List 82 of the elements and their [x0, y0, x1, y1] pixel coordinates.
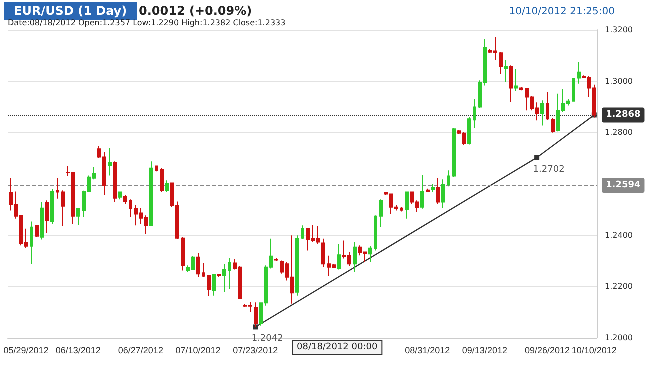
candlestick: [222, 264, 226, 293]
candlestick: [149, 161, 153, 227]
x-tick-label: 09/26/2012: [524, 346, 570, 356]
candlestick: [405, 191, 409, 220]
y-tick-label: 1.3000: [605, 76, 633, 86]
text: 10/10/2012 21:25:00: [509, 6, 616, 18]
candlestick: [379, 199, 383, 228]
candlestick: [499, 52, 503, 75]
data-label: 1.2042: [252, 334, 284, 344]
y-tick-label: 1.2200: [605, 282, 633, 292]
candlestick: [181, 236, 185, 272]
candlestick: [196, 252, 200, 278]
candlestick: [301, 225, 304, 240]
chart-subtitle: 0.0012 (+0.09%): [139, 4, 252, 18]
candlestick: [160, 168, 164, 193]
text: Date:08/18/2012 Open:1.2357 Low:1.2290 High:1.2382 Close:1.2333: [8, 18, 286, 28]
candlestick: [353, 242, 357, 273]
candlestick: [113, 161, 117, 203]
candlestick: [129, 199, 132, 218]
ref-line-label: 1.2868: [606, 110, 641, 120]
candlestick: [509, 65, 513, 103]
x-tick-label: 05/29/2012: [4, 346, 49, 356]
candlestick: [228, 258, 231, 290]
candlestick: [374, 215, 377, 252]
y-tick-label: 1.2800: [605, 128, 633, 138]
candlestick: [76, 208, 80, 226]
x-tick-label: 08/31/2012: [405, 346, 450, 356]
y-tick-label: 1.2400: [605, 230, 633, 240]
candlestick: [431, 184, 435, 193]
candlestick: [337, 244, 341, 270]
chart-title: EUR/USD (1 Day): [14, 4, 128, 18]
candlestick: [123, 195, 127, 205]
ref-line-label: 1.2594: [606, 180, 641, 191]
y-tick-label: 1.2000: [605, 334, 633, 342]
candlestick: [217, 274, 221, 278]
candlestick: [212, 274, 216, 296]
candlestick: [108, 148, 112, 176]
y-tick-label: 1.3200: [605, 26, 633, 34]
candlestick: [436, 178, 440, 205]
x-tick-label: 07/10/2012: [176, 346, 221, 356]
candlestick: [61, 190, 65, 227]
candlestick: [254, 302, 258, 328]
candlestick: [551, 118, 555, 134]
candlestick: [368, 246, 372, 263]
candlestick: [321, 238, 325, 268]
candlestick: [452, 128, 456, 178]
candlestick: [577, 62, 581, 84]
candlestick: [400, 206, 403, 212]
candlestick: [202, 262, 205, 278]
candlestick: [514, 68, 518, 92]
x-tick-label: 09/13/2012: [462, 346, 508, 356]
candlestick: [45, 200, 49, 234]
point: [534, 155, 540, 160]
candlestick: [50, 188, 54, 225]
x-tick-label: 07/23/2012: [233, 346, 278, 356]
candlestick: [540, 100, 544, 126]
candlestick: [155, 165, 158, 172]
candlestick: [30, 221, 33, 265]
point: [253, 324, 258, 330]
candlestick: [274, 258, 278, 262]
x-tick-label: 06/27/2012: [118, 346, 164, 356]
candlestick: [473, 98, 476, 129]
candlestick: [165, 180, 169, 193]
text: 08/18/2012 00:00: [297, 342, 378, 352]
candlestick: [420, 174, 424, 210]
candlestick: [118, 191, 122, 200]
candlestick: [467, 116, 471, 146]
candlestick: [295, 235, 299, 296]
candlestick: [504, 60, 508, 83]
candlestick: [441, 179, 445, 209]
candlestick: [447, 170, 450, 188]
data-label: 1.2702: [533, 164, 565, 175]
candlestick: [35, 225, 39, 238]
candlestick: [40, 202, 44, 240]
candlestick: [207, 274, 211, 297]
candlestick: [426, 188, 430, 193]
x-tick-label: 10/10/2012: [572, 346, 617, 356]
candlestick: [519, 86, 523, 92]
candlestick: [546, 92, 549, 121]
x-tick-label: 06/13/2012: [56, 346, 101, 356]
candlestick: [572, 78, 575, 102]
candlestick: [56, 178, 59, 200]
